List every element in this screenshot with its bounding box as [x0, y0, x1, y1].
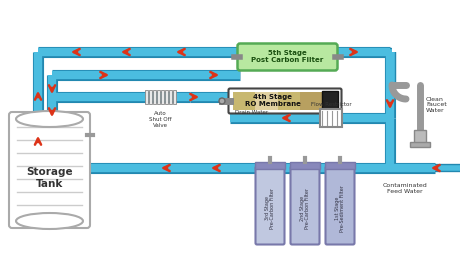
FancyBboxPatch shape [326, 167, 355, 244]
Bar [165, 90, 168, 104]
FancyBboxPatch shape [9, 112, 90, 228]
Text: 3rd Stage
Pre-Carbon Filter: 3rd Stage Pre-Carbon Filter [264, 188, 275, 229]
Bar [325, 162, 355, 169]
Ellipse shape [16, 213, 83, 229]
Bar [322, 91, 338, 111]
Bar [161, 90, 164, 104]
FancyBboxPatch shape [291, 167, 319, 244]
Bar [255, 92, 278, 110]
Bar [410, 142, 430, 147]
Text: Clean
Faucet
Water: Clean Faucet Water [426, 97, 447, 113]
Text: Storage
Tank: Storage Tank [26, 167, 73, 189]
Bar [145, 90, 148, 104]
Text: Contaminated
Feed Water: Contaminated Feed Water [383, 183, 428, 194]
Bar [149, 90, 152, 104]
Text: Drain Water: Drain Water [235, 110, 268, 115]
Bar [290, 162, 320, 169]
Ellipse shape [16, 111, 83, 127]
FancyBboxPatch shape [255, 167, 284, 244]
FancyBboxPatch shape [228, 89, 341, 114]
Bar [301, 92, 323, 110]
Bar [278, 92, 301, 110]
Text: 1st Stage
Pre-Sediment Filter: 1st Stage Pre-Sediment Filter [335, 185, 346, 232]
Bar [173, 90, 176, 104]
Bar [169, 90, 172, 104]
Bar [255, 162, 285, 169]
Text: 5th Stage
Post Carbon Filter: 5th Stage Post Carbon Filter [251, 51, 324, 64]
Text: Auto
Shut Off
Valve: Auto Shut Off Valve [149, 111, 171, 128]
Text: Flow Restrictor: Flow Restrictor [310, 102, 351, 107]
FancyBboxPatch shape [237, 44, 337, 70]
Bar [153, 90, 156, 104]
Bar [320, 109, 342, 127]
Bar [233, 92, 255, 110]
Bar [157, 90, 160, 104]
Circle shape [219, 98, 225, 104]
Text: 4th Stage
RO Membrane: 4th Stage RO Membrane [245, 94, 301, 107]
Bar [414, 130, 426, 144]
Text: 2nd Stage
Pre-Carbon Filter: 2nd Stage Pre-Carbon Filter [300, 188, 310, 229]
